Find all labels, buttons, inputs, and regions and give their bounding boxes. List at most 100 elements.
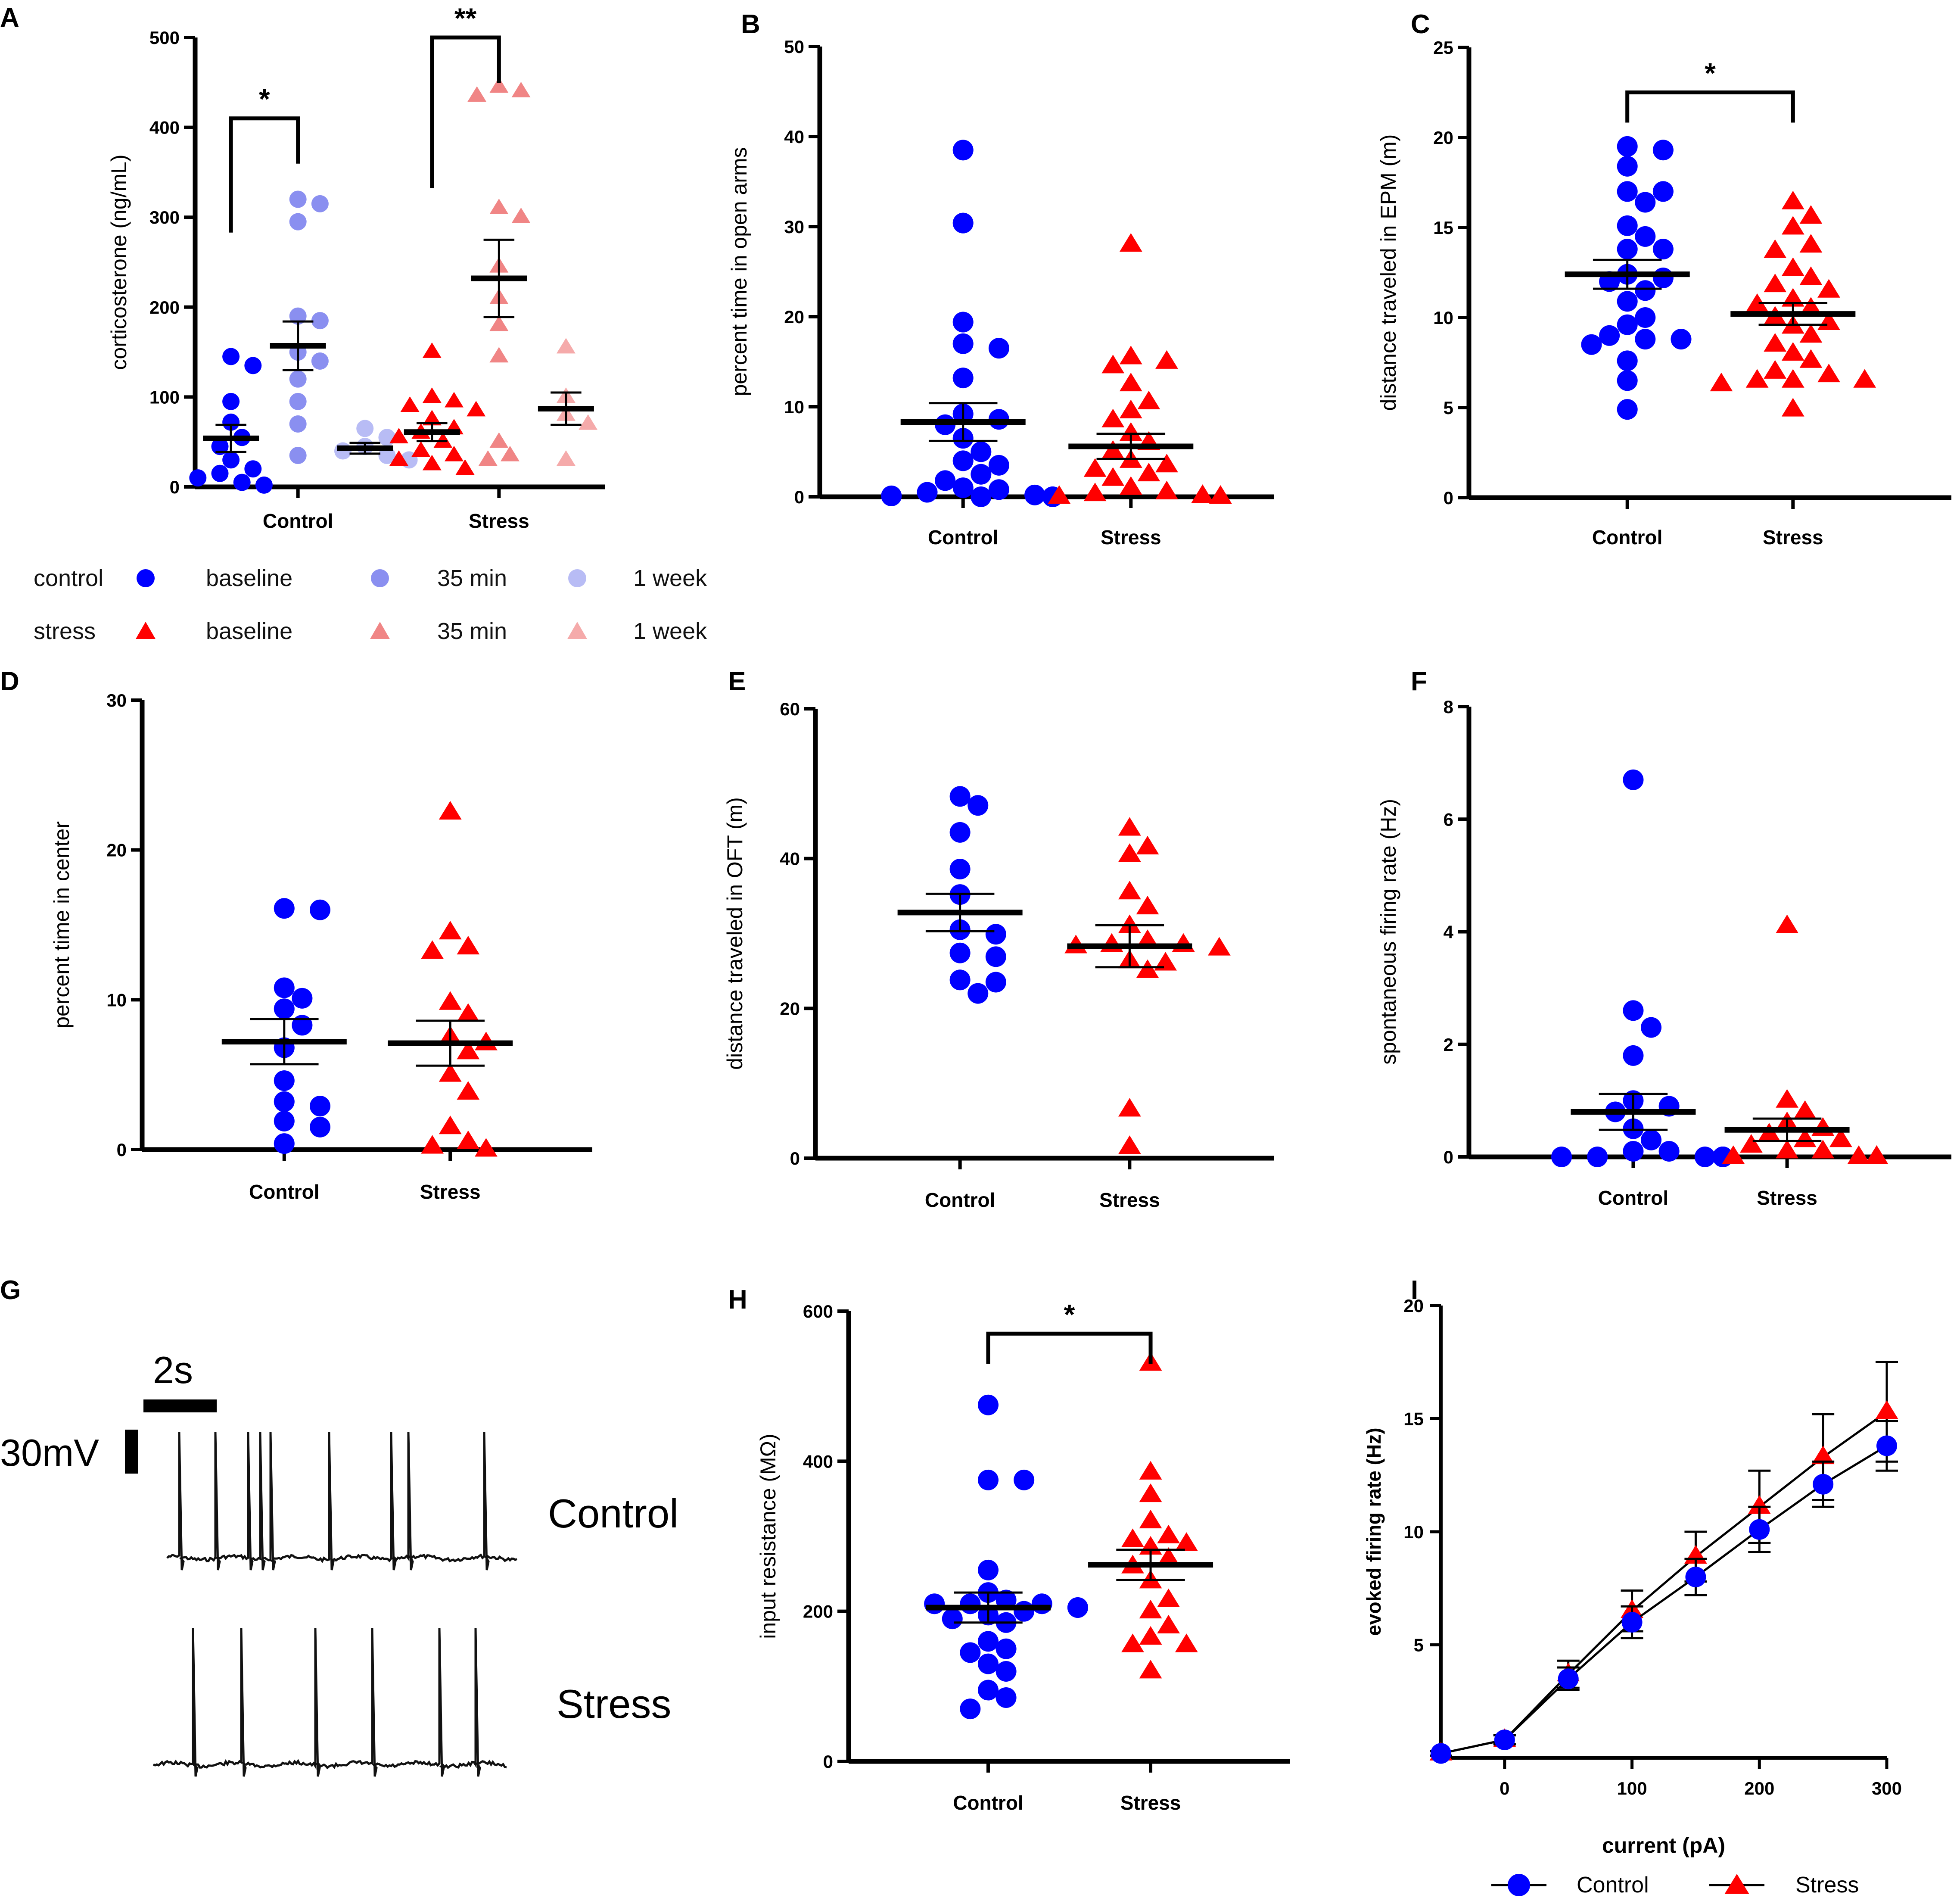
data-point [942, 1608, 963, 1630]
x-category-label: Control [263, 510, 333, 532]
data-point [467, 401, 486, 417]
data-point [924, 1593, 945, 1614]
x-tick-label: 300 [1872, 1778, 1902, 1798]
data-point [274, 977, 295, 998]
legend-marker-stress-35min [370, 622, 390, 639]
data-point [1793, 1100, 1817, 1119]
data-point [1617, 314, 1638, 335]
data-point [1621, 1612, 1643, 1633]
x-category-label: Stress [420, 1181, 481, 1203]
data-point [1191, 484, 1214, 503]
data-point [1652, 239, 1674, 260]
data-point [244, 460, 262, 478]
data-point [1083, 458, 1107, 477]
panel-B: B 0 10 20 30 40 50 percent time in open arms Con… [727, 9, 1274, 548]
y-tick-label: 15 [1433, 218, 1453, 238]
data-point [1209, 485, 1232, 504]
x-category-label: Stress [1120, 1792, 1181, 1814]
data-point [378, 446, 396, 464]
data-point [556, 338, 576, 354]
data-point [949, 859, 971, 880]
x-category-label: Control [1592, 526, 1663, 548]
data-point [1014, 1469, 1035, 1490]
data-point [996, 1638, 1017, 1659]
data-point [1617, 136, 1638, 157]
significance-bracket [986, 1331, 1153, 1364]
data-point [1829, 1128, 1852, 1147]
data-point [1136, 835, 1159, 855]
data-point [1119, 399, 1142, 418]
y-axis-title: distance traveled in OFT (m) [723, 797, 747, 1070]
significance-bracket [229, 116, 300, 233]
data-point [917, 482, 938, 503]
y-tick-label: 20 [780, 998, 800, 1019]
legend-marker-stress-baseline [136, 622, 156, 639]
data-point [1817, 363, 1840, 383]
data-point [952, 450, 974, 471]
data-point [444, 392, 464, 408]
data-point [960, 1593, 981, 1614]
data-point [988, 338, 1009, 359]
data-point [1781, 288, 1804, 307]
data-point [1781, 369, 1804, 388]
data-point [952, 333, 974, 354]
data-point [977, 1653, 999, 1674]
data-point [1853, 369, 1876, 388]
data-point [985, 924, 1006, 945]
y-tick-label: 0 [794, 487, 804, 507]
data-point [1748, 1495, 1771, 1514]
data-point [211, 464, 229, 482]
data-point [1118, 1135, 1141, 1154]
data-point [1781, 398, 1804, 417]
y-tick-label: 400 [803, 1451, 833, 1471]
legend-item-label: 35 min [437, 618, 507, 644]
data-point [949, 942, 971, 963]
data-point [1694, 1147, 1715, 1167]
data-point [949, 969, 971, 991]
data-point [1781, 190, 1804, 209]
series-line-control [1440, 1445, 1888, 1755]
data-point [1431, 1743, 1451, 1764]
data-point [1137, 390, 1160, 409]
data-point [1617, 215, 1638, 236]
data-point [292, 988, 313, 1009]
data-point [1154, 952, 1177, 971]
legend-A: control baseline 35 min 1 week stress ba… [34, 565, 707, 644]
data-point [1157, 1524, 1180, 1543]
data-point [489, 432, 509, 448]
y-tick-label: 0 [823, 1751, 833, 1772]
stress-voltage-trace [152, 1628, 507, 1777]
data-point [233, 474, 251, 491]
significance-star: * [1064, 1298, 1075, 1330]
data-point [1118, 817, 1141, 836]
data-point [977, 1559, 999, 1580]
data-point [1817, 279, 1840, 298]
significance-star: * [259, 83, 270, 115]
data-point [422, 410, 442, 426]
data-point [421, 1135, 444, 1154]
data-point [1136, 895, 1159, 915]
data-point [1776, 1089, 1798, 1108]
data-point [422, 342, 442, 358]
data-point [1031, 1593, 1052, 1614]
data-point [274, 1091, 295, 1112]
legend-item-label: 35 min [437, 565, 507, 591]
y-tick-label: 10 [1433, 308, 1453, 328]
data-point [1875, 1400, 1898, 1419]
data-point [475, 1138, 498, 1157]
y-tick-label: 10 [784, 397, 804, 417]
data-point [1749, 1519, 1770, 1540]
data-point [952, 312, 974, 333]
panel-D: D 0 10 20 30 percent time in center Control Str… [0, 667, 592, 1203]
panel-label-C: C [1411, 9, 1430, 39]
data-point [289, 370, 307, 388]
data-point [1658, 1141, 1680, 1162]
data-point [311, 195, 329, 212]
data-point [1617, 399, 1638, 420]
data-point [1635, 307, 1656, 328]
y-tick-label: 100 [149, 387, 180, 407]
y-axis-title: corticosterone (ng/mL) [107, 154, 131, 370]
data-point [274, 1110, 295, 1131]
data-point [457, 1003, 480, 1022]
time-scale-bar [143, 1399, 217, 1412]
